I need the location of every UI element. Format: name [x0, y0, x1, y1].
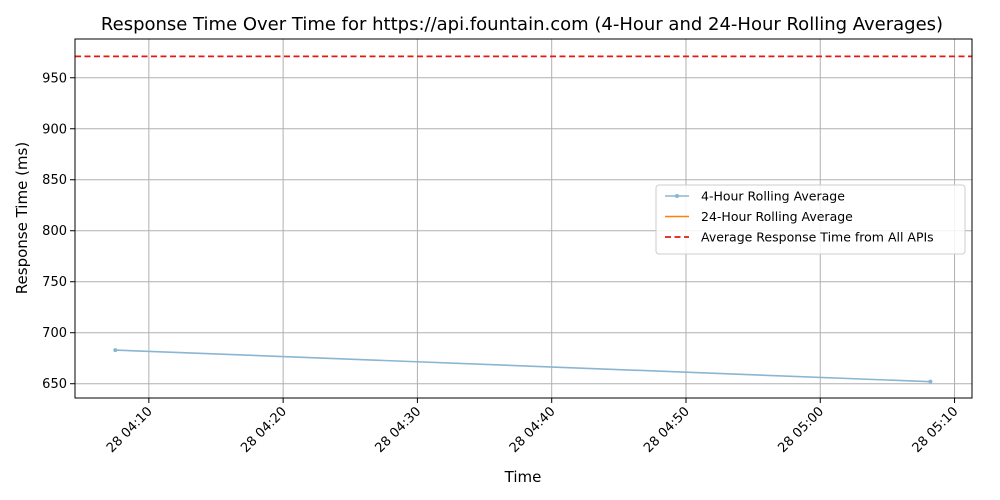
legend: 4-Hour Rolling Average 24-Hour Rolling Av…: [655, 184, 966, 255]
series-layer: [75, 55, 972, 384]
chart-title: Response Time Over Time for https://api.…: [101, 14, 943, 35]
y-axis-title: Response Time (ms): [13, 142, 31, 294]
x-tick-label: 28 04:30: [373, 404, 425, 456]
x-tick-label: 28 04:20: [238, 404, 290, 456]
legend-marker: [675, 194, 679, 198]
grid: [75, 39, 972, 398]
series-line-0: [115, 349, 931, 383]
y-tick-label: 950: [42, 71, 67, 86]
y-tick-label: 700: [42, 326, 67, 341]
legend-box: [655, 184, 966, 255]
y-tick-label: 650: [42, 377, 67, 392]
legend-label: Average Response Time from All APIs: [701, 230, 934, 245]
x-tick-label: 28 05:00: [775, 404, 827, 456]
x-tick-label: 28 04:50: [641, 404, 693, 456]
data-point: [928, 379, 933, 384]
x-tick-label: 28 04:40: [507, 404, 559, 456]
plot-frame: [74, 38, 973, 399]
y-tick-label: 750: [42, 275, 67, 290]
x-tick-label: 28 04:10: [104, 404, 156, 456]
data-point: [113, 348, 118, 353]
y-tick-label: 850: [42, 173, 67, 188]
y-tick-label: 800: [42, 224, 67, 239]
y-tick-label: 900: [42, 122, 67, 137]
legend-label: 4-Hour Rolling Average: [701, 189, 845, 204]
x-tick-label: 28 05:10: [910, 404, 962, 456]
legend-items: 4-Hour Rolling Average 24-Hour Rolling Av…: [665, 189, 934, 245]
x-axis-title: Time: [504, 468, 542, 486]
legend-label: 24-Hour Rolling Average: [701, 209, 853, 224]
